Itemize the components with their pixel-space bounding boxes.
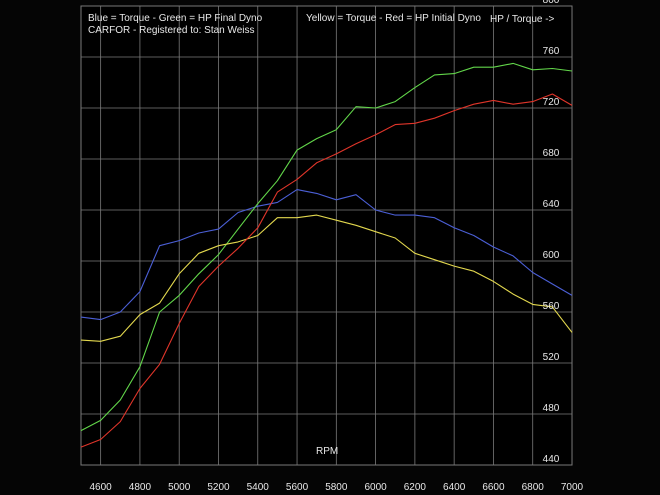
x-tick-label: 6200 xyxy=(404,482,427,493)
x-tick-label: 5000 xyxy=(168,482,191,493)
plot-area xyxy=(80,5,573,466)
x-tick-label: 4800 xyxy=(129,482,152,493)
registration-line: CARFOR - Registered to: Stan Weiss xyxy=(88,25,255,36)
y-tick-label: 760 xyxy=(543,46,560,57)
x-tick-label: 6600 xyxy=(482,482,505,493)
y-tick-label: 600 xyxy=(543,250,560,261)
series-line-red xyxy=(80,93,573,448)
y-axis-title: HP / Torque -> xyxy=(490,14,555,25)
series-line-yellow xyxy=(80,214,573,342)
y-tick-label: 440 xyxy=(543,454,560,465)
grid xyxy=(80,5,573,466)
y-tick-label: 680 xyxy=(543,148,560,159)
x-tick-label: 5800 xyxy=(325,482,348,493)
y-tick-label: 640 xyxy=(543,199,560,210)
x-tick-label: 5400 xyxy=(247,482,270,493)
series-lines xyxy=(80,62,573,448)
series-line-green xyxy=(80,62,573,432)
series-line-blue xyxy=(80,189,573,321)
y-tick-label: 520 xyxy=(543,352,560,363)
legend-line-initial-dyno: Yellow = Torque - Red = HP Initial Dyno xyxy=(306,13,481,24)
x-tick-label: 5200 xyxy=(207,482,230,493)
x-tick-label: 6800 xyxy=(522,482,545,493)
y-tick-label: 480 xyxy=(543,403,560,414)
x-tick-label: 4600 xyxy=(90,482,113,493)
y-tick-label: 560 xyxy=(543,301,560,312)
x-tick-label: 6000 xyxy=(364,482,387,493)
x-tick-label: 7000 xyxy=(561,482,584,493)
x-axis-title: RPM xyxy=(316,446,338,457)
x-tick-label: 5600 xyxy=(286,482,309,493)
y-tick-label: 800 xyxy=(543,0,560,6)
y-tick-label: 720 xyxy=(543,97,560,108)
legend-line-final-dyno: Blue = Torque - Green = HP Final Dyno xyxy=(88,13,263,24)
x-tick-label: 6400 xyxy=(443,482,466,493)
tick-labels: 4600 4800 5000 5200 5400 5600 5800 6000 6200 6400… xyxy=(90,0,584,493)
